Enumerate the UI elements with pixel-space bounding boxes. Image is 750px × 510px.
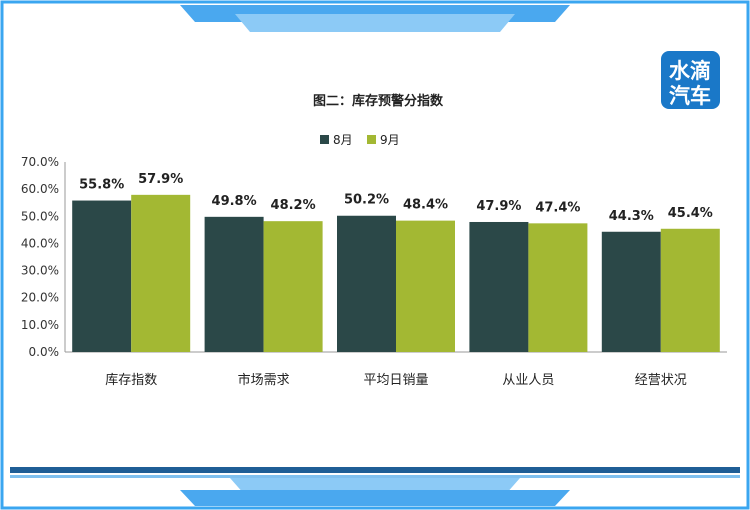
data-label: 48.4%	[403, 198, 448, 213]
chart-title: 图二：库存预警分指数	[313, 93, 444, 109]
bar-8-4	[601, 231, 661, 352]
y-tick-label: 40.0%	[21, 236, 59, 250]
bottom-ribbon	[180, 490, 570, 506]
bottom-band-light	[10, 475, 740, 478]
y-tick-label: 20.0%	[21, 291, 59, 305]
bar-9-0	[131, 194, 191, 352]
bars	[72, 194, 720, 352]
top-ribbon-inner	[235, 14, 515, 32]
y-tick-label: 30.0%	[21, 264, 59, 278]
legend-label-8: 8月	[333, 133, 353, 147]
category-label: 经营状况	[635, 373, 687, 388]
data-label: 48.2%	[271, 198, 316, 213]
bar-8-3	[469, 221, 529, 352]
bar-8-0	[72, 200, 132, 352]
bar-9-1	[263, 221, 323, 352]
category-labels: 库存指数 市场需求 平均日销量 从业人员 经营状况	[105, 372, 687, 388]
logo-badge	[661, 51, 720, 109]
category-label: 从业人员	[502, 373, 554, 388]
category-label: 平均日销量	[363, 373, 428, 388]
logo-line1: 水滴	[669, 59, 711, 83]
y-tick-label: 0.0%	[29, 345, 60, 359]
logo-line2: 汽车	[669, 84, 711, 108]
y-tick-label: 70.0%	[21, 155, 59, 169]
y-ticks: 0.0% 10.0% 20.0% 30.0% 40.0% 50.0% 60.0% 70.0%	[21, 155, 59, 359]
y-tick-label: 50.0%	[21, 209, 59, 223]
legend-label-9: 9月	[380, 133, 400, 147]
data-label: 57.9%	[138, 172, 183, 187]
data-label: 44.3%	[609, 209, 654, 224]
bar-9-4	[660, 228, 720, 352]
legend-swatch-8	[320, 135, 329, 144]
y-tick-label: 10.0%	[21, 318, 59, 332]
data-label: 49.8%	[212, 194, 257, 209]
data-label: 47.4%	[535, 200, 580, 215]
bar-8-2	[337, 215, 396, 352]
legend-swatch-9	[367, 135, 376, 144]
y-tick-label: 60.0%	[21, 182, 59, 196]
data-label: 50.2%	[344, 193, 389, 208]
data-labels: 55.8% 57.9% 49.8% 48.2% 50.2% 48.4% 47.9% 47.4%…	[79, 172, 713, 224]
bar-8-1	[204, 216, 264, 352]
bar-9-2	[396, 220, 455, 352]
legend: 8月 9月	[320, 133, 400, 147]
data-label: 55.8%	[79, 178, 124, 193]
bar-9-3	[528, 223, 588, 352]
data-label: 47.9%	[476, 199, 521, 214]
bottom-band	[10, 467, 740, 473]
category-label: 市场需求	[238, 372, 290, 388]
logo: 水滴 汽车	[661, 51, 720, 109]
data-label: 45.4%	[668, 206, 713, 221]
category-label: 库存指数	[105, 372, 157, 388]
